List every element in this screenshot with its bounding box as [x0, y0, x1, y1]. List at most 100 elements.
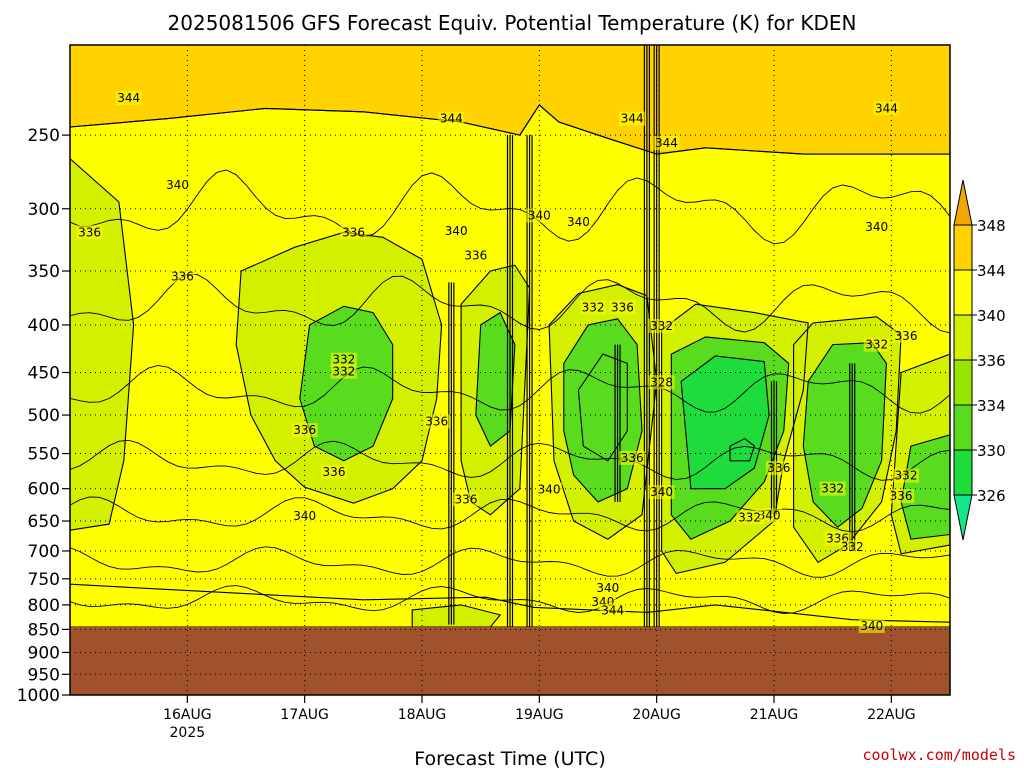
contour-label: 332: [332, 365, 355, 379]
plot-area: [70, 45, 950, 627]
contour-label-bg: [599, 603, 626, 618]
colorbar-label: 326: [977, 487, 1006, 505]
contour-label-bg: [839, 539, 866, 554]
region-band-344: [70, 45, 950, 155]
colorbar-segment: [953, 224, 973, 271]
contour-label: 332: [738, 510, 761, 524]
contour-label-bg: [888, 489, 915, 504]
grid-lines: [70, 45, 950, 695]
contour-label-bg: [462, 248, 489, 263]
y-tick-label: 700: [28, 542, 60, 562]
contour-label-bg: [330, 364, 357, 379]
contour-label-bg: [609, 300, 636, 315]
contour-label: 328: [650, 375, 673, 389]
ground-mask: [70, 626, 950, 695]
contour-label-bg: [76, 225, 103, 240]
contour-label-bg: [536, 482, 563, 497]
y-axis: 250 300 350 400 450 500 550 600 650 700 750 800 850 9…: [17, 126, 70, 706]
y-tick-label: 900: [28, 643, 60, 663]
contour-label: 340: [758, 508, 781, 522]
contour-label-bg: [873, 101, 900, 116]
chart-title: 2025081506 GFS Forecast Equiv. Potential…: [168, 11, 857, 35]
colorbar-label: 336: [977, 352, 1006, 370]
y-tick-label: 600: [28, 480, 60, 500]
x-tick-label: 22AUG: [867, 707, 916, 723]
plot-frame: [69, 44, 951, 696]
contour-label: 340: [538, 482, 561, 496]
contour-label-bg: [565, 214, 592, 229]
contour-blob-a-336: [70, 157, 135, 531]
contour-label: 336: [464, 249, 487, 263]
y-tick-label: 1000: [17, 686, 60, 706]
y-tick-label: 550: [28, 445, 60, 465]
contour-label: 336: [78, 225, 101, 239]
contour-blob-e-336: [661, 303, 809, 575]
contour-label: 336: [293, 423, 316, 437]
contour-label: 336: [323, 465, 346, 479]
contour-label-bg: [765, 460, 792, 475]
y-tick-label: 850: [28, 620, 60, 640]
region-low-336: [412, 604, 501, 627]
y-tick-label: 300: [28, 200, 60, 220]
y-tick-label: 400: [28, 316, 60, 336]
contour-label: 336: [767, 461, 790, 475]
y-tick-label: 800: [28, 596, 60, 616]
contour-band-340: [70, 104, 950, 628]
contour-blob-d-330: [577, 353, 628, 462]
contour-label-bg: [648, 318, 675, 333]
y-tick-label: 650: [28, 512, 60, 532]
contour-label: 340: [166, 178, 189, 192]
contour-label: 336: [890, 489, 913, 503]
contour-label-bg: [340, 225, 367, 240]
region-blob-b-332: [299, 306, 393, 461]
colorbar-segment: [953, 314, 973, 361]
contour-label: 336: [895, 329, 918, 343]
region-blob-c-332: [475, 312, 515, 447]
contour-label-bg: [619, 450, 646, 465]
contour-label-bg: [594, 580, 621, 595]
y-tick-label: 750: [28, 570, 60, 590]
region-blob-g-332: [901, 434, 950, 540]
region-blob-f-332: [803, 342, 887, 528]
contour-label: 344: [875, 101, 898, 115]
colorbar-label: 340: [977, 307, 1006, 325]
contour-label-bg: [653, 136, 680, 151]
colorbar-segment: [953, 269, 973, 316]
contour-label: 340: [293, 509, 316, 523]
contour-label-bg: [858, 619, 885, 634]
colorbar: 348 344 340 336 334 330 326: [953, 179, 1006, 541]
colorbar-bottom-arrow: [953, 494, 973, 541]
colorbar-segment: [953, 449, 973, 496]
contour-label: 332: [650, 319, 673, 333]
contour-labels: 344 344 344 344 344 340 340 340 340 340 336 336 336 3…: [76, 90, 919, 634]
contour-label: 332: [895, 469, 918, 483]
x-tick-label: 20AUG: [632, 707, 681, 723]
contour-label-bg: [330, 352, 357, 367]
contour-label-bg: [321, 465, 347, 480]
y-tick-label: 450: [28, 364, 60, 384]
contour-label-bg: [648, 485, 675, 500]
y-tick-label: 250: [28, 126, 60, 146]
contour-label-bg: [291, 509, 318, 524]
contour-label: 332: [332, 353, 355, 367]
contour-low-336: [411, 604, 502, 628]
contour-label: 336: [425, 414, 448, 428]
colorbar-label: 348: [977, 217, 1006, 235]
contour-label-bg: [526, 208, 553, 223]
y-tick-label: 350: [28, 262, 60, 282]
contour-blob-f-336: [793, 316, 902, 564]
contour-label: 340: [865, 220, 888, 234]
contour-label-bg: [893, 468, 919, 483]
contour-label: 336: [342, 225, 365, 239]
contour-label: 332: [821, 482, 844, 496]
contour-label: 340: [650, 485, 673, 499]
colorbar-label: 334: [977, 397, 1006, 415]
contour-blob-e-core: [729, 437, 756, 462]
contour-label: 336: [171, 270, 194, 284]
contour-label: 344: [655, 136, 678, 150]
contour-label-bg: [863, 337, 890, 352]
contour-label-bg: [863, 220, 890, 235]
contour-label-bg: [115, 90, 142, 105]
contour-label: 340: [567, 215, 590, 229]
